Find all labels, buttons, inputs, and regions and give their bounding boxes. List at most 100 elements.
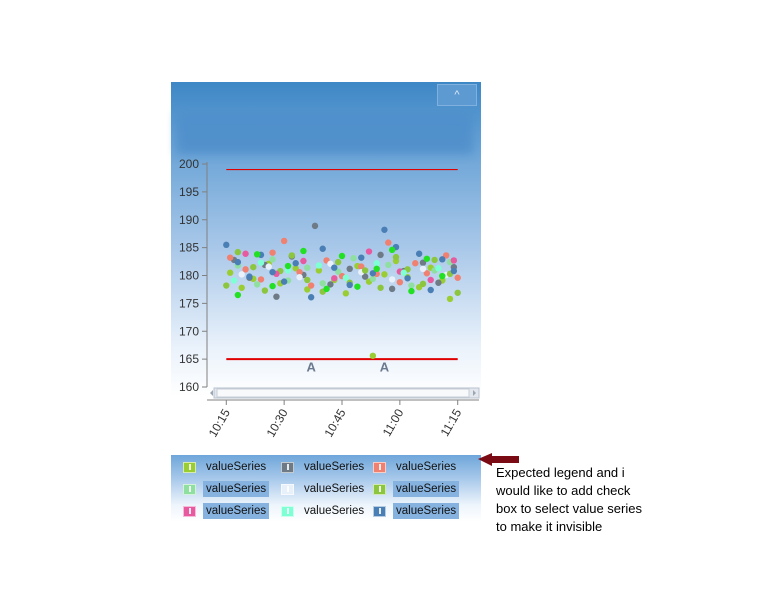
data-point — [261, 287, 269, 294]
legend-swatch-icon[interactable] — [373, 461, 386, 473]
data-point — [242, 250, 249, 257]
x-tick-label: 10:15 — [206, 406, 233, 439]
legend-swatch-icon[interactable] — [183, 461, 196, 473]
y-tick-label: 175 — [179, 296, 199, 310]
annotation-note: Expected legend and i would like to add … — [496, 464, 666, 536]
scroll-right-icon[interactable] — [473, 390, 476, 396]
legend-swatch-icon[interactable] — [281, 505, 294, 517]
data-point — [223, 282, 230, 289]
data-point — [431, 256, 438, 264]
legend-swatch-icon[interactable] — [183, 505, 196, 517]
data-point — [265, 263, 272, 270]
data-point — [381, 271, 388, 278]
annotation-line: would like to add check — [496, 483, 631, 498]
data-point — [292, 260, 299, 267]
data-point — [446, 295, 454, 303]
data-point — [419, 259, 427, 266]
data-point — [365, 248, 373, 255]
chart-legend: valueSeries valueSeries valueSeries valueSe… — [171, 455, 481, 522]
data-point — [435, 279, 442, 286]
horizontal-scrollbar[interactable] — [210, 387, 480, 399]
collapse-button[interactable]: ^ — [437, 84, 477, 106]
data-point — [346, 281, 353, 289]
legend-label: valueSeries — [203, 481, 270, 497]
x-tick-label: 10:45 — [321, 406, 348, 439]
legend-label: valueSeries — [304, 483, 365, 495]
data-point — [358, 254, 365, 261]
data-point — [439, 272, 446, 280]
data-point — [338, 252, 346, 260]
legend-item[interactable]: valueSeries — [281, 457, 367, 477]
x-tick-label: 11:00 — [380, 406, 407, 439]
chevron-up-icon: ^ — [454, 89, 460, 101]
data-point — [423, 255, 431, 262]
data-point — [427, 286, 434, 294]
data-point — [226, 269, 234, 276]
data-point — [269, 249, 276, 256]
legend-label: valueSeries — [203, 503, 270, 519]
data-point — [358, 263, 365, 270]
data-point — [350, 255, 357, 262]
data-point — [439, 256, 446, 263]
legend-swatch-icon[interactable] — [373, 505, 386, 517]
legend-item[interactable]: valueSeries — [281, 501, 367, 521]
data-point — [361, 267, 369, 274]
x-tick-label: 10:30 — [264, 406, 291, 439]
legend-swatch-icon[interactable] — [281, 461, 294, 473]
legend-item[interactable]: valueSeries — [183, 479, 270, 499]
legend-item[interactable]: valueSeries — [373, 457, 459, 477]
y-tick-label: 195 — [179, 185, 199, 199]
data-point — [226, 254, 234, 261]
data-point — [234, 248, 242, 256]
data-point — [304, 264, 311, 271]
data-point — [419, 265, 427, 273]
data-point — [280, 278, 288, 285]
data-point — [327, 260, 334, 267]
data-point — [342, 274, 350, 281]
scrollbar-thumb[interactable] — [216, 388, 470, 398]
legend-label: valueSeries — [304, 505, 365, 517]
data-point — [385, 261, 392, 269]
legend-label: valueSeries — [393, 503, 460, 519]
data-point — [346, 265, 353, 273]
data-point — [257, 259, 265, 266]
data-point — [450, 267, 458, 275]
legend-item[interactable]: valueSeries — [183, 457, 269, 477]
y-tick-label: 170 — [179, 324, 199, 338]
x-tick-label: 11:15 — [438, 406, 465, 439]
annotation-line: to make it invisible — [496, 519, 603, 534]
scatter-plot: 200 195 190 185 180 175 170 165 160 10:15 10:30 10:… — [179, 157, 480, 440]
legend-item[interactable]: valueSeries — [281, 479, 367, 499]
legend-swatch-icon[interactable] — [373, 483, 386, 495]
legend-swatch-icon[interactable] — [281, 483, 294, 495]
legend-item[interactable]: valueSeries — [183, 501, 270, 521]
data-point — [307, 294, 315, 301]
data-point — [234, 291, 242, 299]
legend-label: valueSeries — [206, 461, 267, 473]
data-point — [373, 265, 380, 273]
data-point — [234, 258, 242, 266]
data-point — [412, 260, 419, 267]
scroll-left-icon[interactable] — [210, 390, 213, 396]
legend-swatch-icon[interactable] — [183, 483, 196, 495]
data-point — [388, 285, 396, 293]
data-point — [238, 271, 245, 278]
legend-item[interactable]: valueSeries — [373, 479, 460, 499]
data-point — [396, 278, 404, 286]
data-point — [311, 222, 319, 230]
data-point — [307, 282, 315, 289]
data-point — [334, 268, 342, 275]
data-point — [269, 256, 276, 263]
data-point — [388, 276, 396, 283]
data-point — [377, 284, 384, 291]
data-point — [454, 274, 461, 281]
data-point — [304, 276, 311, 284]
data-point — [253, 281, 261, 288]
data-point — [354, 283, 361, 290]
data-point — [319, 280, 326, 287]
legend-item[interactable]: valueSeries — [373, 501, 460, 521]
data-point — [273, 293, 280, 300]
blurred-chart-header — [177, 112, 473, 154]
y-tick-label: 200 — [179, 157, 199, 171]
